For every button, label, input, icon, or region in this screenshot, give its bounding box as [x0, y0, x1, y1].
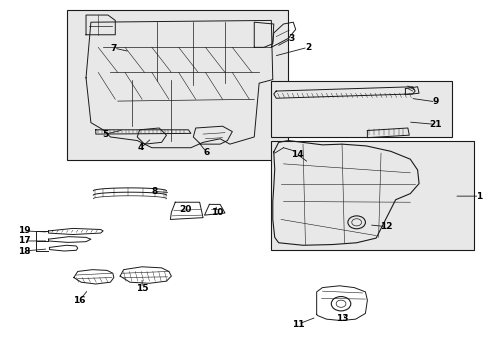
FancyBboxPatch shape [271, 140, 473, 250]
Text: 4: 4 [138, 143, 144, 152]
Text: 5: 5 [102, 130, 108, 139]
Text: 20: 20 [179, 205, 191, 214]
Text: 3: 3 [288, 34, 294, 43]
Text: 8: 8 [151, 187, 157, 196]
Text: 11: 11 [291, 320, 304, 329]
Text: 13: 13 [335, 314, 347, 323]
Text: 12: 12 [379, 222, 391, 231]
Text: 17: 17 [18, 237, 30, 246]
Text: 1: 1 [475, 192, 482, 201]
Text: 6: 6 [203, 148, 209, 157]
Text: 14: 14 [290, 150, 303, 159]
Text: 16: 16 [73, 296, 86, 305]
Text: 10: 10 [211, 208, 224, 217]
Text: 21: 21 [428, 120, 441, 129]
Text: 2: 2 [304, 43, 310, 52]
Text: 18: 18 [18, 247, 30, 256]
Text: 9: 9 [431, 97, 438, 106]
Text: 19: 19 [18, 226, 30, 235]
Text: 15: 15 [136, 284, 148, 293]
Text: 7: 7 [110, 44, 117, 53]
FancyBboxPatch shape [66, 10, 288, 160]
FancyBboxPatch shape [271, 81, 451, 137]
